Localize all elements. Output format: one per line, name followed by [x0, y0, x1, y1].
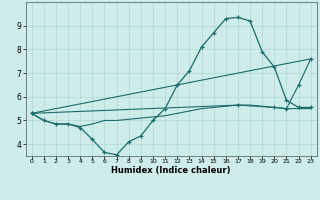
X-axis label: Humidex (Indice chaleur): Humidex (Indice chaleur) [111, 166, 231, 175]
